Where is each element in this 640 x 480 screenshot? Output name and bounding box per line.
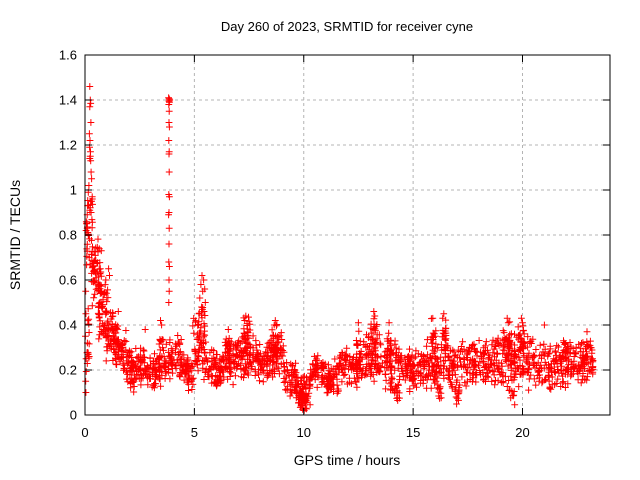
x-tick-label: 10 xyxy=(297,425,311,440)
x-tick-label: 5 xyxy=(191,425,198,440)
chart-title: Day 260 of 2023, SRMTID for receiver cyn… xyxy=(221,19,473,34)
grid-lines xyxy=(85,55,610,415)
x-tick-label: 15 xyxy=(406,425,420,440)
y-tick-label: 0.2 xyxy=(59,363,77,378)
y-tick-label: 1.4 xyxy=(59,93,77,108)
y-axis-label: SRMTID / TECUs xyxy=(7,180,23,290)
scatter-markers xyxy=(82,83,597,414)
data-points-layer xyxy=(82,83,597,414)
y-tick-label: 0.6 xyxy=(59,273,77,288)
x-axis-label: GPS time / hours xyxy=(294,452,401,468)
y-tick-label: 1.6 xyxy=(59,48,77,63)
x-tick-label: 20 xyxy=(515,425,529,440)
y-tick-label: 1 xyxy=(70,183,77,198)
y-tick-label: 0.8 xyxy=(59,228,77,243)
y-tick-label: 1.2 xyxy=(59,138,77,153)
y-tick-label: 0.4 xyxy=(59,318,77,333)
x-tick-label: 0 xyxy=(81,425,88,440)
tick-labels: 0 5 10 15 20 0 0.2 0.4 0.6 0.8 1 1.2 1.4 1.6 xyxy=(59,48,530,441)
axis-ticks xyxy=(84,54,610,416)
y-tick-label: 0 xyxy=(70,408,77,423)
